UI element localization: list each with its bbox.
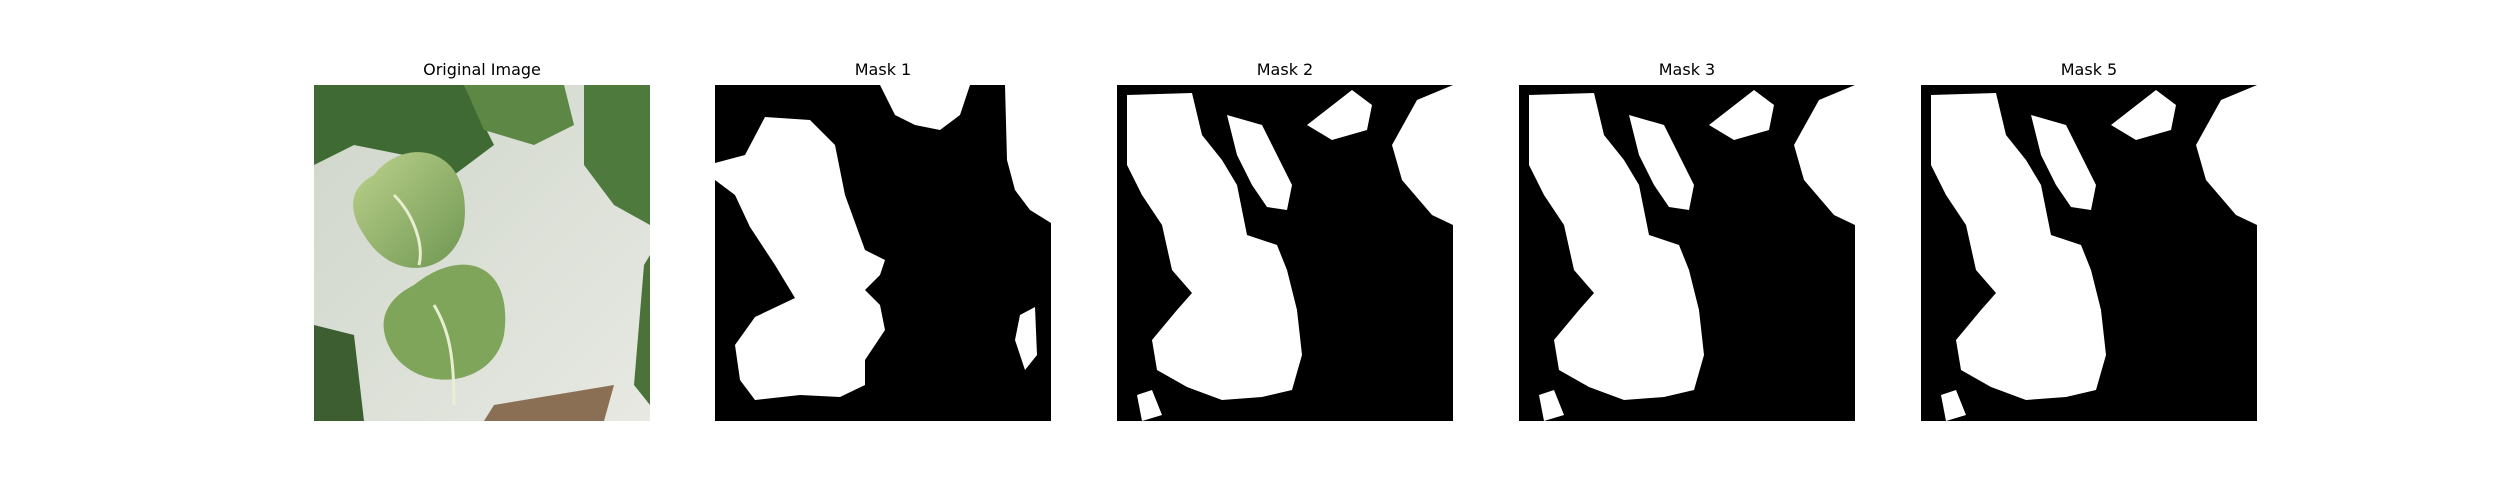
panel-title: Mask 5 bbox=[1921, 60, 2257, 80]
original-image bbox=[314, 85, 650, 421]
panel-title: Original Image bbox=[314, 60, 650, 80]
mask-2-image bbox=[1117, 85, 1453, 421]
mask-5-image bbox=[1921, 85, 2257, 421]
panel-title: Mask 3 bbox=[1519, 60, 1855, 80]
mask-3-image bbox=[1519, 85, 1855, 421]
panel-title: Mask 1 bbox=[715, 60, 1051, 80]
mask-1-image bbox=[715, 85, 1051, 421]
panel-title: Mask 2 bbox=[1117, 60, 1453, 80]
